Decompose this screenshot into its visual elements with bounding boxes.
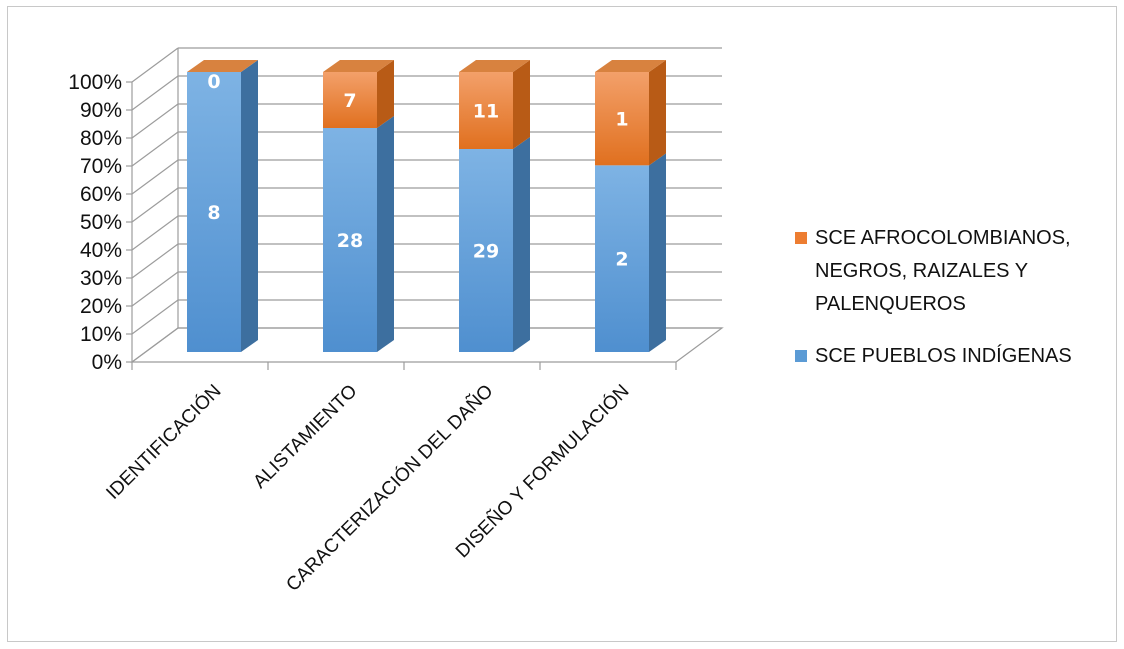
legend-swatch bbox=[795, 232, 807, 244]
y-tick-label: 50% bbox=[80, 211, 122, 234]
legend-label: SCE AFROCOLOMBIANOS, bbox=[815, 227, 1071, 249]
y-tick-label: 20% bbox=[80, 295, 122, 318]
y-tick-label: 30% bbox=[80, 267, 122, 290]
bar-segment-afro bbox=[323, 72, 377, 128]
bar-side-afro bbox=[377, 60, 394, 128]
bar-top-cap bbox=[459, 60, 530, 72]
x-axis-labels: IDENTIFICACIÓN ALISTAMIENTOCARACTERIZACIÓ… bbox=[102, 380, 634, 596]
bar-top-cap bbox=[187, 60, 258, 72]
bar-group: 28 7 bbox=[323, 60, 394, 352]
x-category-label: IDENTIFICACIÓN bbox=[102, 380, 226, 504]
bar-group: 29 11 bbox=[459, 60, 530, 352]
bar-segment-indigenas bbox=[323, 128, 377, 352]
bar-side-afro bbox=[513, 60, 530, 149]
legend-label: SCE PUEBLOS INDÍGENAS bbox=[815, 344, 1072, 367]
y-tick-label: 80% bbox=[80, 127, 122, 150]
y-tick-label: 10% bbox=[80, 323, 122, 346]
y-tick-label: 90% bbox=[80, 99, 122, 122]
data-label-indigenas: 2 bbox=[615, 249, 628, 271]
bar-segment-indigenas bbox=[187, 72, 241, 352]
bar-segment-afro bbox=[459, 72, 513, 149]
bar-top-cap bbox=[595, 60, 666, 72]
y-axis-ticks: 0% 10% 20% 30% 40% 50% 60% 70% 80% 90% 100% bbox=[68, 71, 122, 374]
bar-top-cap bbox=[323, 60, 394, 72]
legend-label: PALENQUEROS bbox=[815, 293, 966, 315]
y-tick-label: 70% bbox=[80, 155, 122, 178]
gridline-side bbox=[131, 187, 179, 223]
legend-item-indigenas: SCE PUEBLOS INDÍGENAS bbox=[795, 344, 1072, 367]
y-tick-label: 0% bbox=[92, 351, 122, 374]
gridline-side bbox=[131, 327, 179, 363]
x-category-label: ALISTAMIENTO bbox=[249, 381, 361, 493]
y-tick-label: 100% bbox=[68, 71, 122, 94]
data-label-indigenas: 28 bbox=[337, 230, 363, 252]
data-label-afro: 1 bbox=[615, 109, 628, 131]
data-label-indigenas: 8 bbox=[207, 202, 220, 224]
gridline-side bbox=[131, 103, 179, 139]
data-label-indigenas: 29 bbox=[473, 241, 499, 263]
gridline-side bbox=[131, 131, 179, 167]
data-label-afro: 11 bbox=[473, 101, 499, 123]
bar-side-afro bbox=[649, 60, 666, 166]
bar-group: 21 bbox=[595, 60, 666, 352]
data-label-afro: 0 bbox=[207, 71, 220, 93]
bar-side-indigenas bbox=[241, 60, 258, 352]
gridline-side bbox=[131, 243, 179, 279]
gridline-side bbox=[131, 299, 179, 335]
bar-segment-afro bbox=[595, 72, 649, 166]
data-label-afro: 7 bbox=[343, 90, 356, 112]
gridline-side bbox=[131, 271, 179, 307]
legend-label: NEGROS, RAIZALES Y bbox=[815, 260, 1028, 282]
bar-side-indigenas bbox=[377, 116, 394, 352]
gridline-side bbox=[131, 47, 179, 83]
gridline-side bbox=[131, 215, 179, 251]
gridline-side bbox=[131, 75, 179, 111]
y-tick-label: 60% bbox=[80, 183, 122, 206]
legend-item-afro: SCE AFROCOLOMBIANOS, NEGROS, RAIZALES Y PA… bbox=[795, 227, 1071, 315]
gridline-side bbox=[131, 159, 179, 195]
bar-group: 80 bbox=[187, 60, 258, 352]
bar-segment-indigenas bbox=[459, 149, 513, 352]
y-tick-label: 40% bbox=[80, 239, 122, 262]
bar-side-indigenas bbox=[649, 153, 666, 352]
bar-segment-indigenas bbox=[595, 165, 649, 352]
legend-swatch bbox=[795, 350, 807, 362]
bar-side-indigenas bbox=[513, 137, 530, 352]
legend: SCE AFROCOLOMBIANOS, NEGROS, RAIZALES Y PA… bbox=[795, 227, 1072, 367]
